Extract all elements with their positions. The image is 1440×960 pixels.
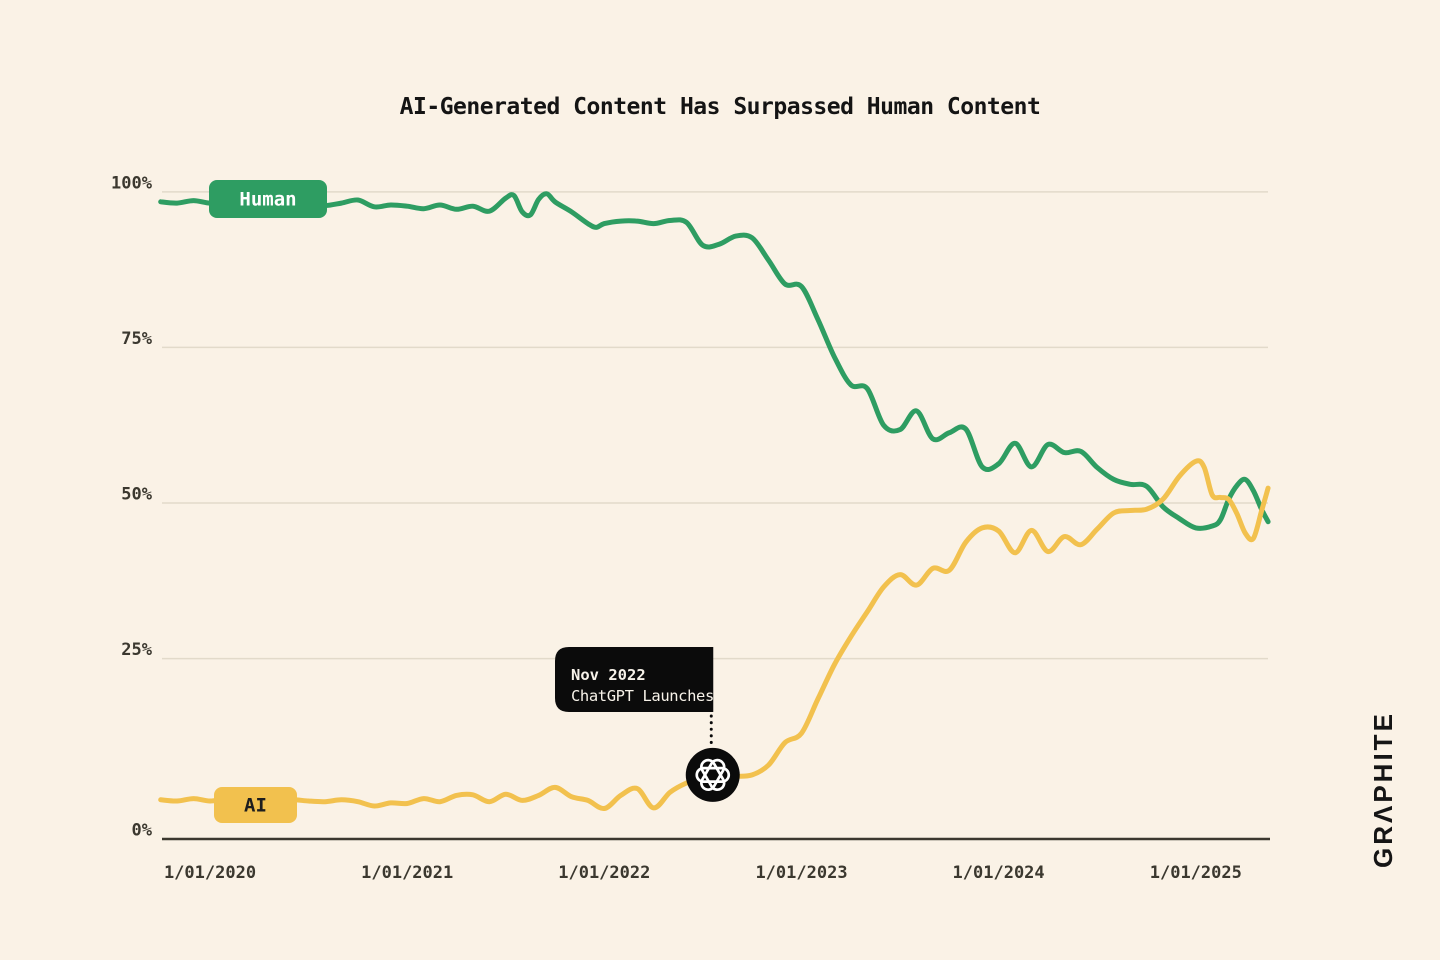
x-tick-label: 1/01/2023 — [755, 863, 847, 883]
chart-title: AI-Generated Content Has Surpassed Human… — [400, 94, 1041, 120]
human-series-badge: Human — [209, 180, 327, 218]
human-badge-bg — [209, 180, 327, 218]
openai-logo-petal — [695, 766, 731, 784]
ai-badge-bg — [214, 787, 297, 823]
ai-badge-label: AI — [244, 795, 267, 817]
human-line — [158, 191, 1271, 531]
x-tick-label: 1/01/2020 — [164, 863, 256, 883]
x-tick-label: 1/01/2024 — [953, 863, 1045, 883]
x-tick-label: 1/01/2025 — [1150, 863, 1242, 883]
y-tick-label-25%: 25% — [121, 640, 152, 660]
y-tick-label-75%: 75% — [121, 329, 152, 349]
chatgpt-marker — [685, 747, 740, 802]
ai-series-badge: AI — [214, 787, 297, 823]
y-tick-label-0%: 0% — [132, 821, 153, 841]
x-tick-label: 1/01/2021 — [361, 863, 453, 883]
y-tick-label-100%: 100% — [111, 173, 153, 193]
openai-logo-petal — [700, 758, 726, 792]
brand-logo: GRΛPHITE — [1368, 711, 1398, 868]
annotation-title: Nov 2022 — [571, 666, 646, 684]
x-tick-label: 1/01/2022 — [558, 863, 650, 883]
human-badge-label: Human — [239, 189, 296, 211]
annotation-subtitle: ChatGPT Launches — [571, 687, 714, 705]
openai-logo-icon — [695, 758, 731, 792]
chatgpt-launch-annotation: Nov 2022 ChatGPT Launches — [555, 647, 740, 802]
openai-logo-petal — [700, 758, 726, 792]
annotation-tooltip — [555, 647, 714, 712]
y-tick-label-50%: 50% — [121, 485, 152, 505]
ai-line — [158, 458, 1271, 812]
